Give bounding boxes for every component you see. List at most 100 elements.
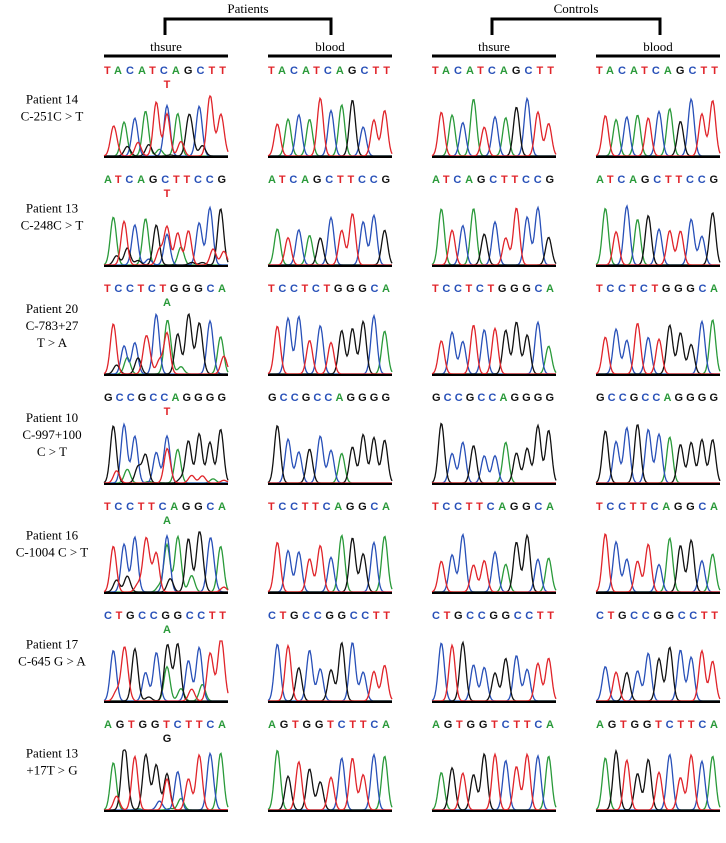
trace (104, 531, 228, 593)
trace (596, 229, 720, 266)
column-label: thsure (478, 39, 510, 54)
chromatogram (103, 94, 229, 158)
chromatogram (103, 531, 229, 594)
chromatogram (267, 424, 393, 485)
trace (268, 108, 392, 157)
column-label: thsure (150, 39, 182, 54)
trace (432, 345, 557, 375)
chromatogram (431, 320, 557, 376)
row-label: Patient 13 (26, 746, 78, 761)
trace (268, 330, 393, 375)
trace (431, 422, 557, 484)
trace (268, 757, 392, 811)
trace (268, 452, 392, 484)
trace (432, 643, 557, 702)
chromatogram (431, 205, 557, 267)
chromatogram (267, 96, 393, 158)
row-label: Patient 17 (26, 637, 79, 652)
row-label: C-997+100 (22, 427, 81, 442)
chromatogram (267, 641, 393, 703)
chromatogram (431, 422, 557, 485)
trace (104, 665, 228, 702)
row-label: Patient 14 (26, 92, 79, 107)
row-label: C > T (37, 444, 67, 459)
chromatogram (595, 204, 721, 267)
trace (104, 447, 229, 484)
trace (596, 753, 720, 811)
trace (431, 324, 556, 375)
chromatogram (595, 424, 721, 485)
trace (596, 540, 720, 593)
trace (268, 768, 392, 811)
trace (432, 557, 557, 593)
chromatogram (431, 96, 557, 158)
trace (432, 207, 556, 266)
chromatogram (267, 749, 393, 812)
trace (596, 319, 720, 375)
row-label: C-1004 C > T (16, 545, 89, 560)
mutation-base: T (164, 79, 171, 91)
mutation-base: A (163, 624, 171, 636)
chromatogram (595, 97, 721, 158)
trace (432, 441, 556, 484)
row-label: C-248C > T (21, 218, 84, 233)
row-label: Patient 20 (26, 301, 78, 316)
chromatogram (431, 640, 557, 703)
chromatogram (595, 646, 721, 703)
trace (268, 540, 392, 593)
mutation-base: T (164, 406, 171, 418)
chromatogram (103, 422, 229, 485)
trace (432, 533, 556, 593)
trace (268, 99, 392, 157)
trace (267, 541, 392, 593)
row-label: C-251C > T (21, 109, 84, 124)
trace (104, 219, 229, 266)
trace (431, 110, 557, 157)
trace (268, 229, 393, 266)
chromatogram (103, 749, 229, 812)
row-label: C-783+27 (26, 318, 79, 333)
chromatogram (103, 205, 229, 267)
chromatogram (431, 532, 557, 594)
trace (432, 96, 556, 157)
trace (432, 98, 556, 157)
chromatogram (267, 213, 393, 267)
bracket (163, 17, 333, 35)
trace (104, 208, 229, 266)
column-label: blood (315, 39, 345, 54)
chromatogram (267, 534, 393, 594)
trace (596, 648, 721, 702)
trace (432, 532, 556, 593)
chromatogram (595, 748, 721, 812)
row-label: Patient 13 (26, 201, 78, 216)
chromatogram (103, 640, 229, 703)
trace (267, 96, 393, 157)
trace (104, 113, 228, 157)
trace (267, 228, 392, 266)
chromatogram (595, 533, 721, 594)
trace (596, 319, 721, 375)
row-label: +17T > G (26, 763, 77, 778)
trace (431, 559, 556, 593)
